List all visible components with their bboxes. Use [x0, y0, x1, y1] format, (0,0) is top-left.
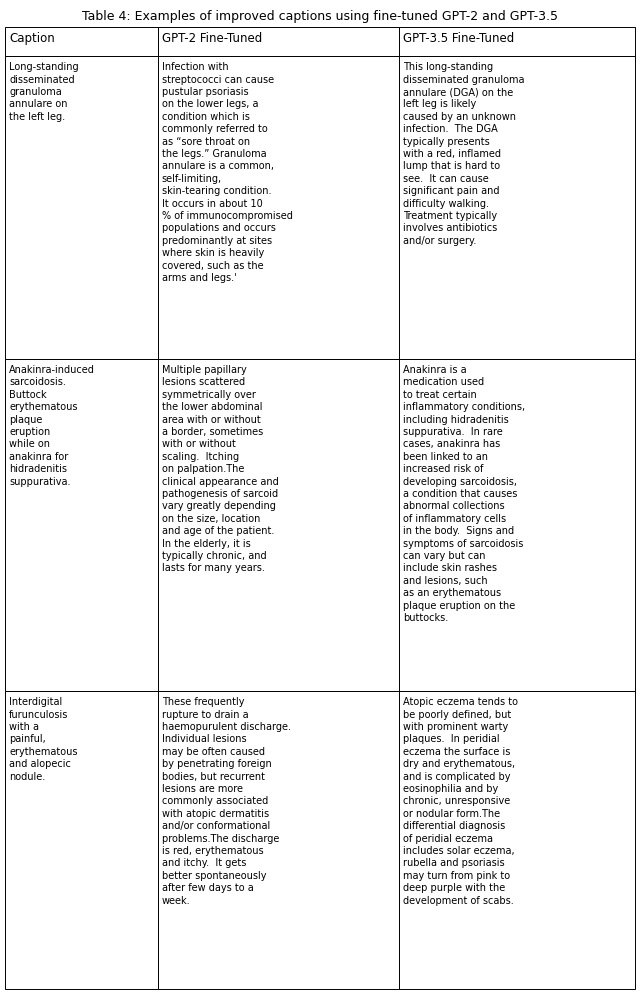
Text: Interdigital
furunculosis
with a
painful,
erythematous
and alopecic
nodule.: Interdigital furunculosis with a painful… [9, 697, 77, 780]
Text: Infection with
streptococci can cause
pustular psoriasis
on the lower legs, a
co: Infection with streptococci can cause pu… [161, 63, 292, 283]
Bar [399, 692, 635, 989]
Text: This long-standing
disseminated granuloma
annulare (DGA) on the
left leg is like: This long-standing disseminated granulom… [403, 63, 524, 246]
Bar [5, 28, 157, 58]
Bar [157, 58, 399, 360]
Bar [5, 58, 157, 360]
Text: Table 4: Examples of improved captions using fine-tuned GPT-2 and GPT-3.5: Table 4: Examples of improved captions u… [82, 10, 558, 23]
Bar [5, 360, 157, 692]
Bar [399, 360, 635, 692]
Text: Caption: Caption [9, 32, 55, 45]
Bar [157, 360, 399, 692]
Bar [399, 28, 635, 58]
Text: GPT-3.5 Fine-Tuned: GPT-3.5 Fine-Tuned [403, 32, 514, 45]
Text: Anakinra is a
medication used
to treat certain
inflammatory conditions,
includin: Anakinra is a medication used to treat c… [403, 365, 525, 622]
Text: Atopic eczema tends to
be poorly defined, but
with prominent warty
plaques.  In : Atopic eczema tends to be poorly defined… [403, 697, 518, 905]
Text: Multiple papillary
lesions scattered
symmetrically over
the lower abdominal
area: Multiple papillary lesions scattered sym… [161, 365, 278, 573]
Bar [157, 692, 399, 989]
Bar [5, 692, 157, 989]
Bar [157, 28, 399, 58]
Text: Anakinra-induced
sarcoidosis.
Buttock
erythematous
plaque
eruption
while on
anak: Anakinra-induced sarcoidosis. Buttock er… [9, 365, 95, 486]
Text: Long-standing
disseminated
granuloma
annulare on
the left leg.: Long-standing disseminated granuloma ann… [9, 63, 79, 122]
Text: These frequently
rupture to drain a
haemopurulent discharge.
Individual lesions
: These frequently rupture to drain a haem… [161, 697, 291, 905]
Text: GPT-2 Fine-Tuned: GPT-2 Fine-Tuned [161, 32, 262, 45]
Bar [399, 58, 635, 360]
